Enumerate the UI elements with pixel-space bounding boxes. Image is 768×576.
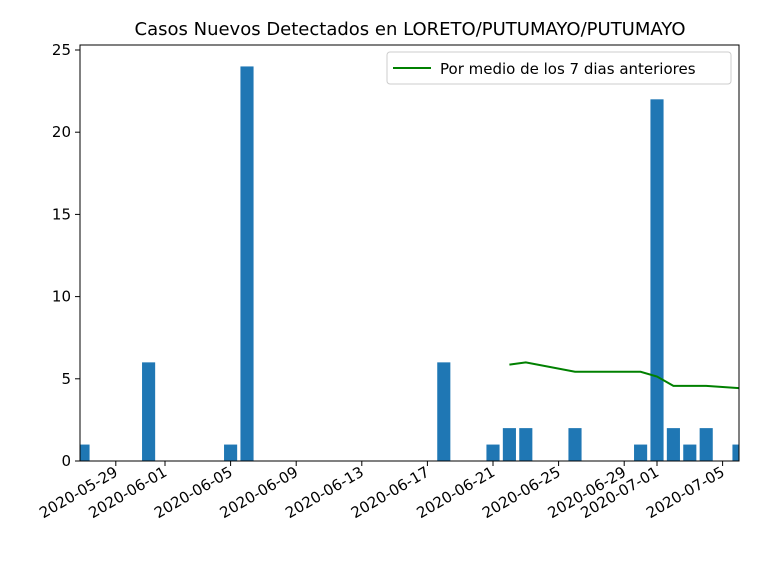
- y-tick-label-25: 25: [52, 41, 71, 59]
- bar-2020-07-01: [650, 99, 664, 461]
- y-tick-label-5: 5: [61, 370, 71, 388]
- bar-2020-06-26: [568, 428, 582, 461]
- y-tick-label-15: 15: [52, 205, 71, 223]
- moving-average-series: [509, 361, 740, 390]
- bar-2020-05-27: [80, 444, 90, 461]
- bar-2020-06-05: [224, 444, 238, 461]
- bar-2020-06-21: [486, 444, 500, 461]
- y-tick-label-0: 0: [61, 452, 71, 470]
- legend: Por medio de los 7 dias anteriores: [386, 51, 732, 85]
- bar-2020-06-23: [519, 428, 533, 461]
- bar-2020-07-03: [683, 444, 697, 461]
- bar-2020-07-04: [699, 428, 713, 461]
- x-axis: 2020-05-292020-06-012020-06-052020-06-09…: [36, 461, 728, 522]
- legend-label: Por medio de los 7 dias anteriores: [440, 60, 696, 78]
- line-series-0: [509, 361, 740, 390]
- y-tick-label-10: 10: [52, 288, 71, 306]
- bar-2020-05-31: [142, 362, 156, 461]
- bar-2020-07-02: [666, 428, 680, 461]
- y-axis: 0 5 10 15 20 25: [52, 41, 80, 470]
- bar-2020-06-06: [240, 66, 254, 461]
- bar-2020-06-22: [502, 428, 516, 461]
- bar-2020-06-18: [437, 362, 451, 461]
- plot-frame: [79, 44, 740, 462]
- legend-box: [386, 51, 732, 85]
- chart-title: Casos Nuevos Detectados en LORETO/PUTUMA…: [135, 19, 686, 40]
- y-tick-label-20: 20: [52, 123, 71, 141]
- bar-series: [80, 66, 739, 461]
- bar-2020-06-30: [634, 444, 648, 461]
- bar-2020-07-06: [732, 444, 739, 461]
